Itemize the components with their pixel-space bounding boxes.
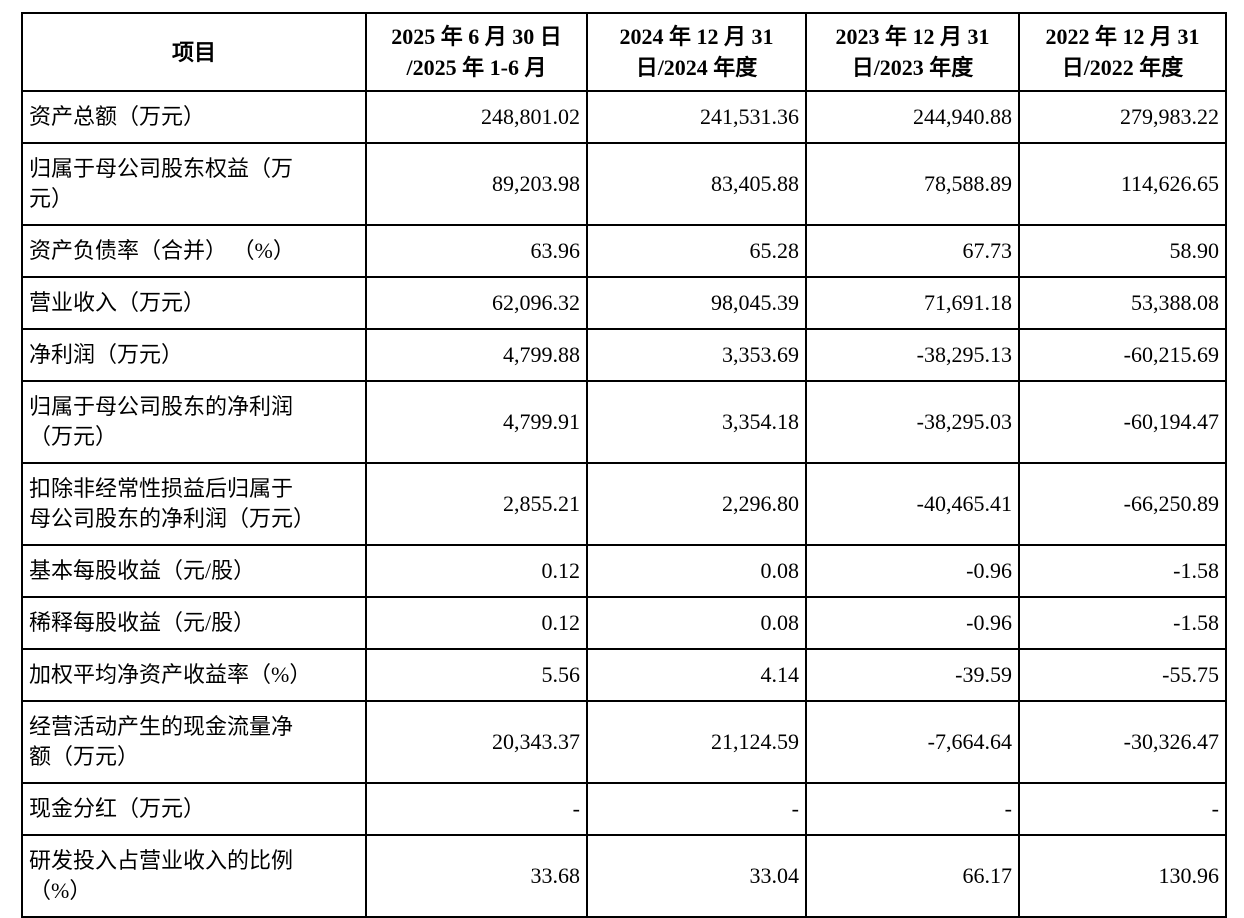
cell-value: 4.14	[586, 648, 807, 702]
cell-value: -0.96	[805, 544, 1020, 598]
cell-value: 248,801.02	[365, 90, 588, 144]
cell-value: -	[805, 782, 1020, 836]
column-header-period-2: 2024 年 12 月 31 日/2024 年度	[586, 12, 807, 92]
cell-value: 114,626.65	[1018, 142, 1227, 226]
cell-value: 63.96	[365, 224, 588, 278]
cell-value: 58.90	[1018, 224, 1227, 278]
cell-value: 0.08	[586, 544, 807, 598]
cell-value: -30,326.47	[1018, 700, 1227, 784]
row-label: 稀释每股收益（元/股）	[21, 596, 367, 650]
cell-value: 67.73	[805, 224, 1020, 278]
cell-value: 62,096.32	[365, 276, 588, 330]
column-header-item: 项目	[21, 12, 367, 92]
table-row: 净利润（万元） 4,799.88 3,353.69 -38,295.13 -60,215…	[21, 328, 1227, 382]
cell-value: -38,295.13	[805, 328, 1020, 382]
cell-value: -0.96	[805, 596, 1020, 650]
header-row: 项目 2025 年 6 月 30 日 /2025 年 1-6 月 2024 年 12…	[21, 12, 1227, 92]
row-label: 现金分红（万元）	[21, 782, 367, 836]
cell-value: 78,588.89	[805, 142, 1020, 226]
row-label: 资产负债率（合并） （%）	[21, 224, 367, 278]
table-header: 项目 2025 年 6 月 30 日 /2025 年 1-6 月 2024 年 12…	[21, 12, 1227, 92]
row-label: 基本每股收益（元/股）	[21, 544, 367, 598]
cell-value: 4,799.88	[365, 328, 588, 382]
cell-value: 71,691.18	[805, 276, 1020, 330]
cell-value: 4,799.91	[365, 380, 588, 464]
cell-value: 0.08	[586, 596, 807, 650]
financial-summary-table: 项目 2025 年 6 月 30 日 /2025 年 1-6 月 2024 年 12…	[21, 12, 1227, 918]
row-label: 归属于母公司股东权益（万 元）	[21, 142, 367, 226]
table-row: 基本每股收益（元/股） 0.12 0.08 -0.96 -1.58	[21, 544, 1227, 598]
cell-value: -1.58	[1018, 596, 1227, 650]
cell-value: 65.28	[586, 224, 807, 278]
cell-value: -7,664.64	[805, 700, 1020, 784]
cell-value: -38,295.03	[805, 380, 1020, 464]
cell-value: -	[365, 782, 588, 836]
row-label: 归属于母公司股东的净利润 （万元）	[21, 380, 367, 464]
cell-value: 244,940.88	[805, 90, 1020, 144]
cell-value: 3,354.18	[586, 380, 807, 464]
cell-value: 33.04	[586, 834, 807, 918]
table-row: 研发投入占营业收入的比例 （%） 33.68 33.04 66.17 130.96	[21, 834, 1227, 918]
table-row: 归属于母公司股东的净利润 （万元） 4,799.91 3,354.18 -38,295…	[21, 380, 1227, 464]
column-header-period-3: 2023 年 12 月 31 日/2023 年度	[805, 12, 1020, 92]
cell-value: -66,250.89	[1018, 462, 1227, 546]
cell-value: 21,124.59	[586, 700, 807, 784]
cell-value: -60,215.69	[1018, 328, 1227, 382]
cell-value: -39.59	[805, 648, 1020, 702]
row-label: 扣除非经常性损益后归属于 母公司股东的净利润（万元）	[21, 462, 367, 546]
cell-value: 89,203.98	[365, 142, 588, 226]
cell-value: 83,405.88	[586, 142, 807, 226]
cell-value: 3,353.69	[586, 328, 807, 382]
table-row: 加权平均净资产收益率（%） 5.56 4.14 -39.59 -55.75	[21, 648, 1227, 702]
cell-value: 2,855.21	[365, 462, 588, 546]
table-row: 扣除非经常性损益后归属于 母公司股东的净利润（万元） 2,855.21 2,296.…	[21, 462, 1227, 546]
cell-value: -55.75	[1018, 648, 1227, 702]
cell-value: 5.56	[365, 648, 588, 702]
cell-value: 98,045.39	[586, 276, 807, 330]
cell-value: -	[1018, 782, 1227, 836]
cell-value: 241,531.36	[586, 90, 807, 144]
column-header-period-1: 2025 年 6 月 30 日 /2025 年 1-6 月	[365, 12, 588, 92]
cell-value: -40,465.41	[805, 462, 1020, 546]
table-row: 营业收入（万元） 62,096.32 98,045.39 71,691.18 53,38…	[21, 276, 1227, 330]
table-row: 经营活动产生的现金流量净 额（万元） 20,343.37 21,124.59 -7,6…	[21, 700, 1227, 784]
row-label: 研发投入占营业收入的比例 （%）	[21, 834, 367, 918]
cell-value: 66.17	[805, 834, 1020, 918]
table-row: 归属于母公司股东权益（万 元） 89,203.98 83,405.88 78,588.…	[21, 142, 1227, 226]
table-row: 现金分红（万元） - - - -	[21, 782, 1227, 836]
cell-value: 33.68	[365, 834, 588, 918]
row-label: 加权平均净资产收益率（%）	[21, 648, 367, 702]
row-label: 净利润（万元）	[21, 328, 367, 382]
column-header-period-4: 2022 年 12 月 31 日/2022 年度	[1018, 12, 1227, 92]
cell-value: -60,194.47	[1018, 380, 1227, 464]
cell-value: 53,388.08	[1018, 276, 1227, 330]
cell-value: -1.58	[1018, 544, 1227, 598]
cell-value: 130.96	[1018, 834, 1227, 918]
cell-value: 2,296.80	[586, 462, 807, 546]
cell-value: 0.12	[365, 596, 588, 650]
row-label: 资产总额（万元）	[21, 90, 367, 144]
cell-value: 20,343.37	[365, 700, 588, 784]
table-body: 资产总额（万元） 248,801.02 241,531.36 244,940.88 27…	[21, 90, 1227, 918]
table-row: 资产总额（万元） 248,801.02 241,531.36 244,940.88 27…	[21, 90, 1227, 144]
row-label: 经营活动产生的现金流量净 额（万元）	[21, 700, 367, 784]
table-row: 稀释每股收益（元/股） 0.12 0.08 -0.96 -1.58	[21, 596, 1227, 650]
row-label: 营业收入（万元）	[21, 276, 367, 330]
cell-value: -	[586, 782, 807, 836]
cell-value: 0.12	[365, 544, 588, 598]
cell-value: 279,983.22	[1018, 90, 1227, 144]
table-row: 资产负债率（合并） （%） 63.96 65.28 67.73 58.90	[21, 224, 1227, 278]
